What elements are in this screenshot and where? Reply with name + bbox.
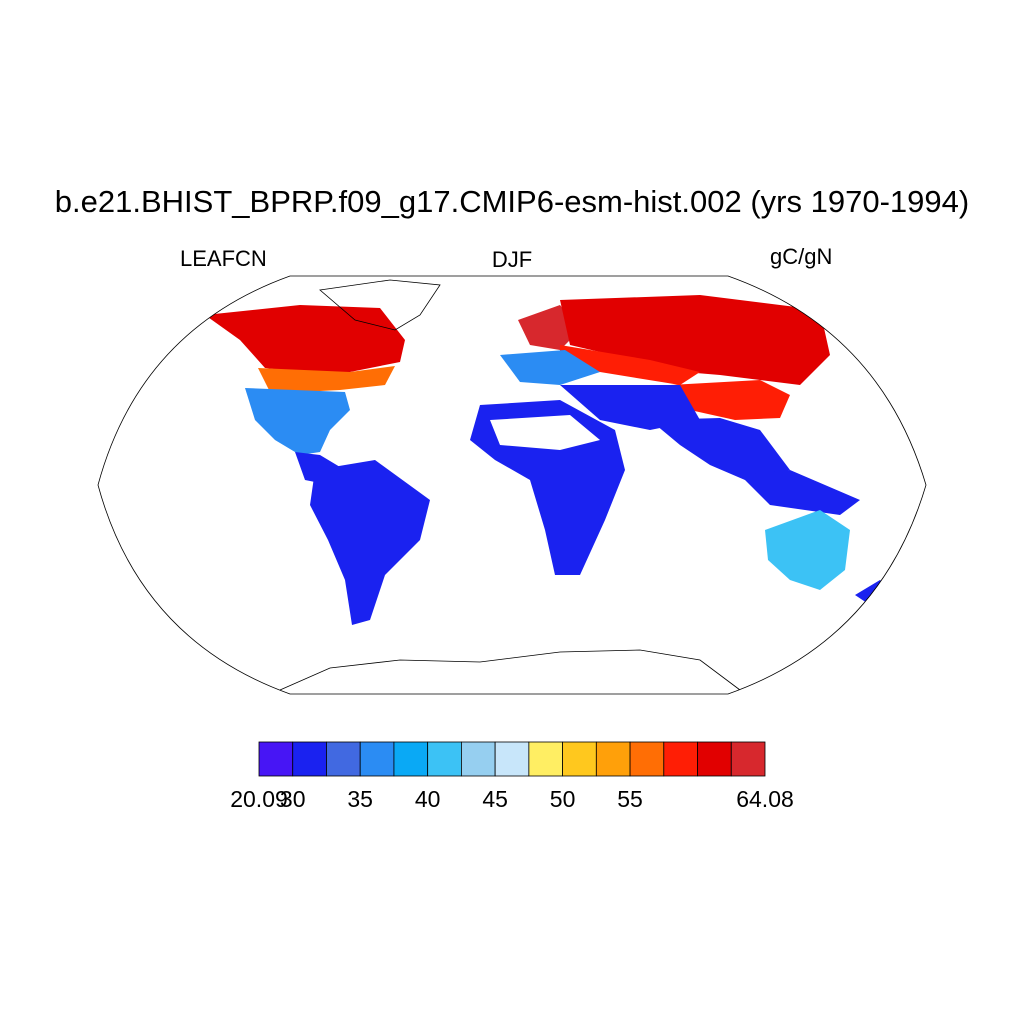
colorbar-swatch: [595, 741, 631, 777]
colorbar-swatch: [427, 741, 462, 777]
region-south-america: [310, 460, 430, 625]
region-north-america-temperate: [245, 388, 350, 455]
map-boundary: [97, 275, 927, 695]
colorbar-swatch: [730, 741, 766, 777]
colorbar-swatch: [528, 741, 563, 777]
colorbar-tick-label: 40: [414, 786, 441, 812]
colorbar-swatch: [258, 741, 294, 777]
colorbar-tick-label: 30: [279, 786, 306, 812]
region-north-america-boreal: [205, 305, 405, 372]
colorbar-tick-label: 20.09: [230, 786, 288, 812]
region-eurasia-transition: [560, 345, 700, 385]
colorbar-swatch: [292, 741, 327, 777]
colorbar-swatch: [629, 741, 665, 777]
colorbar-tick-label: 45: [482, 786, 508, 812]
figure-title: b.e21.BHIST_BPRP.f09_g17.CMIP6-esm-hist.…: [54, 184, 970, 219]
region-antarctica: [279, 649, 741, 691]
region-siberia: [560, 295, 830, 385]
region-middle-east: [560, 385, 700, 430]
colorbar-swatch: [460, 741, 496, 777]
colorbar-swatch: [562, 741, 597, 777]
colorbar-swatch: [359, 741, 395, 777]
colorbar-tick-label: 50: [549, 786, 576, 812]
region-australia: [765, 510, 850, 590]
colorbar-swatch: [663, 741, 698, 777]
region-sahara-nodata: [490, 415, 600, 450]
colorbar-swatch: [326, 741, 361, 777]
region-maritime-se-asia: [740, 470, 860, 515]
colorbar-tick-label: 35: [347, 786, 373, 812]
region-north-america-transition: [258, 366, 395, 392]
colorbar-tick-label: 64.08: [736, 786, 794, 812]
colorbar-swatch: [697, 741, 732, 777]
region-europe: [500, 350, 600, 385]
region-central-asia-red: [670, 380, 790, 420]
season-label: DJF: [491, 247, 533, 272]
region-greenland: [319, 279, 441, 331]
colorbar-swatch: [494, 741, 530, 777]
colorbar-swatch: [393, 741, 429, 777]
region-south-asia: [650, 418, 790, 480]
colorbar-tick-label: 55: [617, 786, 643, 812]
variable-label: LEAFCN: [180, 246, 267, 271]
units-label: gC/gN: [770, 244, 833, 269]
